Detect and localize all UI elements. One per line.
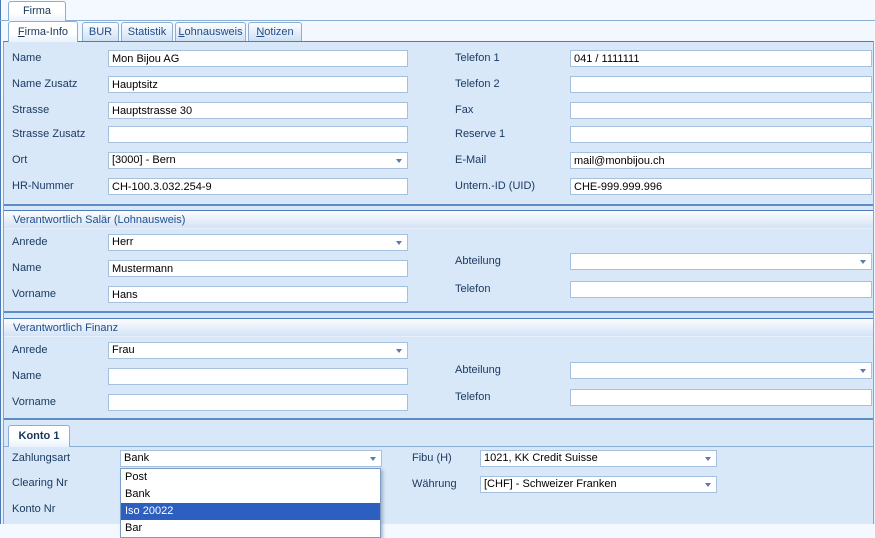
salaer-name-label: Name — [12, 262, 42, 274]
reserve1-label: Reserve 1 — [455, 128, 506, 140]
zahlungsart-combo[interactable]: Bank — [120, 450, 382, 467]
tab-label: N — [256, 26, 265, 38]
tab-konto-1[interactable]: Konto 1 — [8, 425, 70, 447]
clearing-nr-label: Clearing Nr — [12, 477, 68, 489]
konto-nr-label: Konto Nr — [12, 503, 56, 515]
ort-combo[interactable]: [3000] - Bern — [108, 152, 408, 169]
chevron-down-icon — [396, 241, 402, 245]
salaer-telefon-label: Telefon — [455, 283, 491, 295]
waehrung-combo[interactable]: [CHF] - Schweizer Franken — [480, 476, 717, 493]
section-separator — [4, 204, 873, 206]
fibu-label: Fibu (H) — [412, 452, 452, 464]
finanz-abteilung-combo[interactable] — [570, 362, 872, 379]
salaer-vorname-label: Vorname — [12, 288, 57, 300]
tab-firma-info[interactable]: Firma-Info — [8, 21, 78, 42]
ort-value: [3000] - Bern — [112, 154, 176, 166]
strasse-zusatz-field[interactable] — [108, 126, 408, 143]
finanz-telefon-field[interactable] — [570, 389, 872, 406]
section-separator — [4, 418, 873, 420]
finanz-anrede-value: Frau — [112, 344, 135, 356]
salaer-abteilung-label: Abteilung — [455, 255, 501, 267]
tab-notizen[interactable]: Notizen — [248, 22, 302, 41]
uid-field[interactable] — [570, 178, 872, 195]
finanz-telefon-label: Telefon — [455, 391, 491, 403]
salaer-anrede-value: Herr — [112, 236, 134, 248]
finanz-vorname-label: Vorname — [12, 396, 57, 408]
telefon2-label: Telefon 2 — [455, 78, 500, 90]
tab-firma-label: Firma — [22, 5, 52, 17]
email-label: E-Mail — [455, 154, 487, 166]
hr-nummer-label: HR-Nummer — [12, 180, 74, 192]
tab-lohnausweis[interactable]: Lohnausweis — [175, 22, 246, 41]
chevron-down-icon — [860, 260, 866, 264]
hr-nummer-field[interactable] — [108, 178, 408, 195]
reserve1-field[interactable] — [570, 126, 872, 143]
window-left-border — [0, 0, 1, 524]
zahlungsart-dropdown: Post Bank Iso 20022 Bar — [120, 468, 381, 538]
waehrung-value: [CHF] - Schweizer Franken — [484, 478, 617, 490]
finanz-vorname-field[interactable] — [108, 394, 408, 411]
dropdown-item-bar[interactable]: Bar — [125, 522, 143, 534]
dropdown-item-bank[interactable]: Bank — [125, 488, 151, 500]
name-field[interactable] — [108, 50, 408, 67]
tab-label: ohnausweis — [184, 26, 243, 38]
tab-statistik[interactable]: Statistik — [121, 22, 173, 41]
telefon2-field[interactable] — [570, 76, 872, 93]
finanz-abteilung-label: Abteilung — [455, 364, 501, 376]
zahlungsart-label: Zahlungsart — [12, 452, 71, 464]
uid-label: Untern.-ID (UID) — [455, 180, 536, 192]
fibu-combo[interactable]: 1021, KK Credit Suisse — [480, 450, 717, 467]
tab-label: L — [178, 26, 185, 38]
email-field[interactable] — [570, 152, 872, 169]
tab-label: BUR — [88, 26, 113, 38]
waehrung-label: Währung — [412, 478, 457, 490]
strasse-label: Strasse — [12, 104, 50, 116]
fibu-value: 1021, KK Credit Suisse — [484, 452, 598, 464]
finanz-name-label: Name — [12, 370, 42, 382]
salaer-telefon-field[interactable] — [570, 281, 872, 298]
salaer-vorname-field[interactable] — [108, 286, 408, 303]
name-label: Name — [12, 52, 42, 64]
tab-label: irma-Info — [24, 26, 69, 38]
fax-label: Fax — [455, 104, 474, 116]
section-header-salaer: Verantwortlich Salär (Lohnausweis) — [4, 210, 873, 229]
chevron-down-icon — [705, 483, 711, 487]
tab-label: otizen — [264, 26, 294, 38]
strasse-field[interactable] — [108, 102, 408, 119]
tab-label: F — [17, 26, 25, 38]
chevron-down-icon — [860, 369, 866, 373]
konto-tabstrip-line — [4, 446, 874, 447]
tab-konto-label: Konto 1 — [18, 430, 60, 442]
salaer-abteilung-combo[interactable] — [570, 253, 872, 270]
chevron-down-icon — [370, 457, 376, 461]
name-zusatz-field[interactable] — [108, 76, 408, 93]
tab-label: Statistik — [127, 26, 167, 38]
salaer-anrede-label: Anrede — [12, 236, 48, 248]
finanz-anrede-label: Anrede — [12, 344, 48, 356]
ort-label: Ort — [12, 154, 28, 166]
tab-firma[interactable]: Firma — [8, 1, 66, 21]
zahlungsart-value: Bank — [124, 452, 150, 464]
dropdown-item-iso-20022[interactable]: Iso 20022 — [121, 503, 380, 520]
chevron-down-icon — [705, 457, 711, 461]
outer-tabstrip-line — [0, 20, 875, 21]
name-zusatz-label: Name Zusatz — [12, 78, 78, 90]
section-header-finanz: Verantwortlich Finanz — [4, 318, 873, 337]
tab-bur[interactable]: BUR — [82, 22, 119, 41]
dropdown-item-post[interactable]: Post — [125, 471, 148, 483]
salaer-name-field[interactable] — [108, 260, 408, 277]
fax-field[interactable] — [570, 102, 872, 119]
salaer-anrede-combo[interactable]: Herr — [108, 234, 408, 251]
telefon1-label: Telefon 1 — [455, 52, 500, 64]
finanz-name-field[interactable] — [108, 368, 408, 385]
section-separator — [4, 311, 873, 313]
telefon1-field[interactable] — [570, 50, 872, 67]
strasse-zusatz-label: Strasse Zusatz — [12, 128, 86, 140]
chevron-down-icon — [396, 159, 402, 163]
finanz-anrede-combo[interactable]: Frau — [108, 342, 408, 359]
chevron-down-icon — [396, 349, 402, 353]
